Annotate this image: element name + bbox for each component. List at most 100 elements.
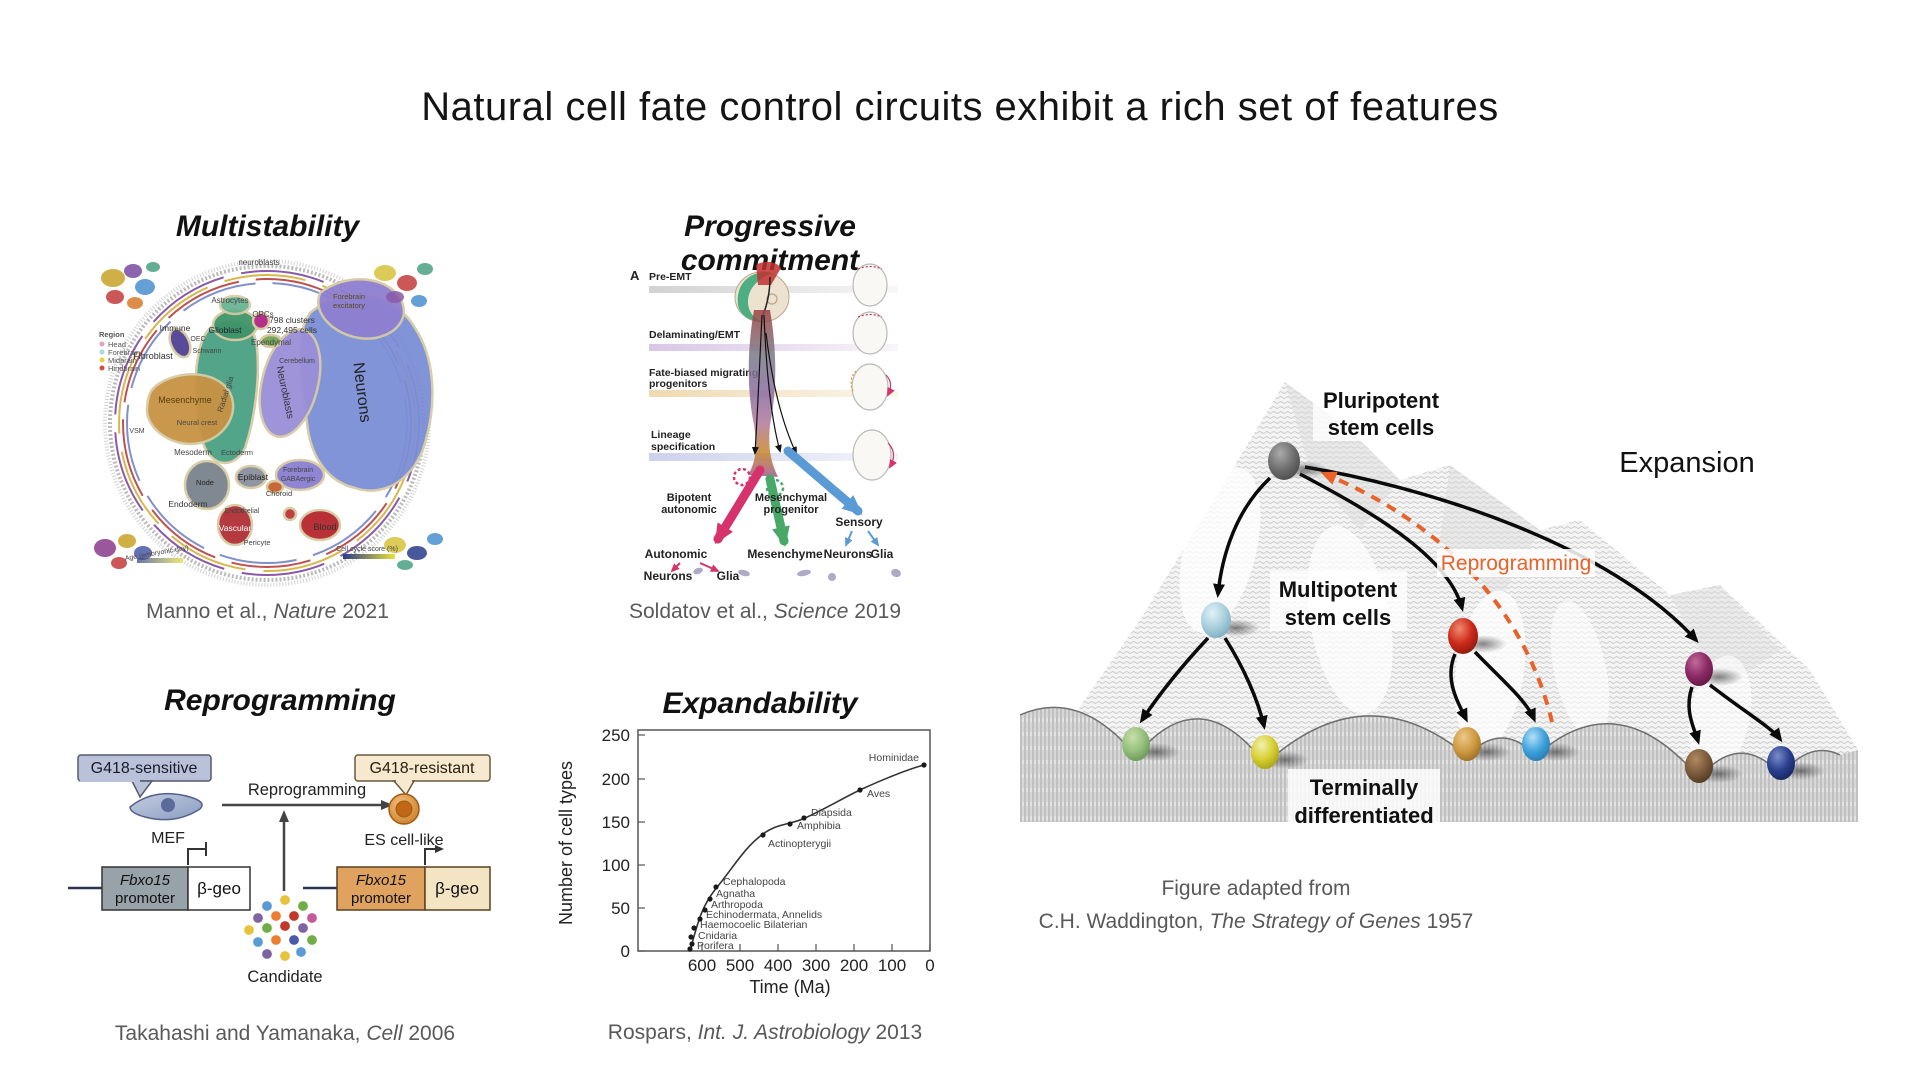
- terminal-ball-brown: [1685, 749, 1713, 783]
- es-cell: [388, 793, 420, 825]
- svg-text:progenitors: progenitors: [649, 378, 707, 390]
- svg-text:Choroid: Choroid: [266, 489, 292, 498]
- svg-text:β-geo: β-geo: [435, 879, 479, 898]
- svg-text:Haemocoelic Bilaterian: Haemocoelic Bilaterian: [700, 919, 808, 931]
- landscape-valleys: [1020, 707, 1858, 822]
- svg-text:Forebrain: Forebrain: [283, 467, 313, 474]
- svg-text:differentiated: differentiated: [1294, 803, 1433, 828]
- g418-sensitive-callout: G418-sensitive: [77, 754, 212, 799]
- svg-text:Ependymal: Ependymal: [251, 338, 291, 347]
- construct-active: Fbxo15 promoter β-geo: [303, 845, 491, 911]
- landscape-labels: Pluripotent stem cells Expansion Reprogr…: [1270, 383, 1755, 829]
- multistability-figure: Region Head Forebrain Midbrain Hindbrain…: [94, 258, 443, 587]
- svg-text:Autonomic: Autonomic: [645, 547, 708, 561]
- terminal-ball-yellow: [1251, 735, 1279, 769]
- svg-text:Aves: Aves: [867, 788, 890, 800]
- terminal-ball-green: [1122, 727, 1150, 761]
- svg-text:Bipotent: Bipotent: [667, 492, 712, 504]
- svg-text:VSM: VSM: [129, 428, 144, 435]
- svg-text:Amphibia: Amphibia: [797, 820, 841, 832]
- svg-text:Actinopterygii: Actinopterygii: [768, 838, 831, 850]
- svg-text:Forebrain: Forebrain: [333, 292, 365, 301]
- svg-text:Glia: Glia: [717, 569, 740, 583]
- x-tick-labels: 600 500 400 300 200 100 0: [688, 956, 935, 975]
- cellcycle-colorbar: [343, 554, 395, 559]
- svg-text:Cnidaria: Cnidaria: [698, 930, 737, 942]
- page-title: Natural cell fate control circuits exhib…: [421, 85, 1499, 129]
- reprogramming-label: Reprogramming: [1441, 552, 1592, 575]
- citation-takahashi: Takahashi and Yamanaka, Cell 2006: [114, 1022, 456, 1045]
- svg-text:Echinodermata, Annelids: Echinodermata, Annelids: [706, 909, 822, 921]
- region-legend: Region Head Forebrain Midbrain Hindbrain: [99, 330, 140, 373]
- terminal-ball-skyblue: [1522, 727, 1550, 761]
- svg-text:Cerebellum: Cerebellum: [279, 358, 315, 365]
- svg-text:β-geo: β-geo: [197, 879, 241, 898]
- svg-text:Pre-EMT: Pre-EMT: [649, 271, 692, 283]
- svg-text:GABAergic: GABAergic: [281, 476, 316, 483]
- svg-text:Mesenchyme: Mesenchyme: [747, 547, 823, 561]
- differentiation-arrows: [1139, 465, 1783, 745]
- svg-text:Cephalopoda: Cephalopoda: [723, 876, 786, 888]
- svg-text:200: 200: [840, 956, 868, 975]
- svg-text:stem cells: stem cells: [1285, 605, 1391, 630]
- svg-text:500: 500: [726, 956, 754, 975]
- svg-text:Glia: Glia: [871, 547, 894, 561]
- corner-umap-bottom-right: [384, 533, 443, 570]
- heading-multistability: Multistability: [175, 210, 360, 243]
- heading-reprogramming: Reprogramming: [164, 684, 396, 717]
- svg-text:Fate-biased migrating: Fate-biased migrating: [649, 367, 758, 379]
- citation-soldatov: Soldatov et al., Science 2019: [628, 600, 902, 623]
- svg-text:Fbxo15: Fbxo15: [356, 872, 407, 889]
- candidate-label: Candidate: [247, 968, 322, 986]
- y-axis-label: Number of cell types: [556, 761, 576, 925]
- multipotent-ball-blue: [1201, 602, 1231, 638]
- band-lineage: [649, 453, 898, 461]
- svg-text:Epiblast: Epiblast: [238, 472, 269, 482]
- svg-text:Cell cycle score (%): Cell cycle score (%): [336, 546, 398, 553]
- svg-text:Schwann: Schwann: [193, 348, 222, 355]
- heading-expandability: Expandability: [662, 687, 858, 720]
- age-colorbar: [137, 558, 183, 563]
- svg-text:250: 250: [602, 726, 630, 745]
- svg-text:Neurons: Neurons: [824, 547, 873, 561]
- svg-text:200: 200: [602, 770, 630, 789]
- svg-text:Endothelial: Endothelial: [225, 508, 260, 515]
- pluripotent-label: Pluripotent: [1323, 388, 1440, 413]
- svg-text:Fibroblast: Fibroblast: [133, 351, 173, 361]
- svg-text:promoter: promoter: [115, 890, 175, 907]
- svg-text:Agnatha: Agnatha: [716, 888, 755, 900]
- svg-text:Sensory: Sensory: [835, 515, 883, 529]
- svg-text:G418-sensitive: G418-sensitive: [91, 760, 198, 777]
- svg-text:OPCs: OPCs: [252, 310, 273, 319]
- reprogramming-arrow-label: Reprogramming: [248, 781, 366, 799]
- svg-text:Neurons: Neurons: [644, 569, 693, 583]
- terminal-ball-orange: [1453, 727, 1481, 761]
- svg-text:Pericyte: Pericyte: [243, 538, 270, 547]
- citation-rospars: Rospars, Int. J. Astrobiology 2013: [607, 1021, 923, 1044]
- svg-text:Node: Node: [196, 478, 214, 487]
- corner-umap-top-left: [101, 262, 160, 309]
- svg-text:Arthropoda: Arthropoda: [711, 899, 763, 911]
- cluster-blobs: [145, 278, 434, 547]
- plot-frame: [637, 729, 931, 952]
- mef-cell: [129, 792, 203, 821]
- svg-text:Fbxo15: Fbxo15: [120, 872, 171, 889]
- corner-umap-top-right: [374, 263, 433, 307]
- fate-stream: [748, 310, 778, 477]
- svg-text:G418-resistant: G418-resistant: [370, 760, 475, 777]
- expandability-chart: 250 200 150 100 50 0 600 500 400 300 200…: [556, 726, 935, 997]
- svg-text:Neural crest: Neural crest: [177, 418, 218, 427]
- svg-text:Glioblast: Glioblast: [208, 325, 242, 335]
- terminal-ball-navy: [1767, 746, 1795, 780]
- svg-text:autonomic: autonomic: [661, 504, 717, 516]
- svg-text:neuroblasts: neuroblasts: [238, 258, 279, 267]
- es-cell-label: ES cell-like: [364, 832, 443, 849]
- fate-arrows: [670, 530, 880, 573]
- svg-text:excitatory: excitatory: [333, 301, 365, 310]
- svg-text:Mesenchyme: Mesenchyme: [158, 395, 212, 405]
- svg-text:600: 600: [688, 956, 716, 975]
- y-tick-marks: [638, 734, 645, 952]
- svg-text:Porifera: Porifera: [697, 940, 734, 952]
- multipotent-ball-red: [1448, 618, 1478, 654]
- citation-waddington: Figure adapted from C.H. Waddington, The…: [1038, 877, 1474, 933]
